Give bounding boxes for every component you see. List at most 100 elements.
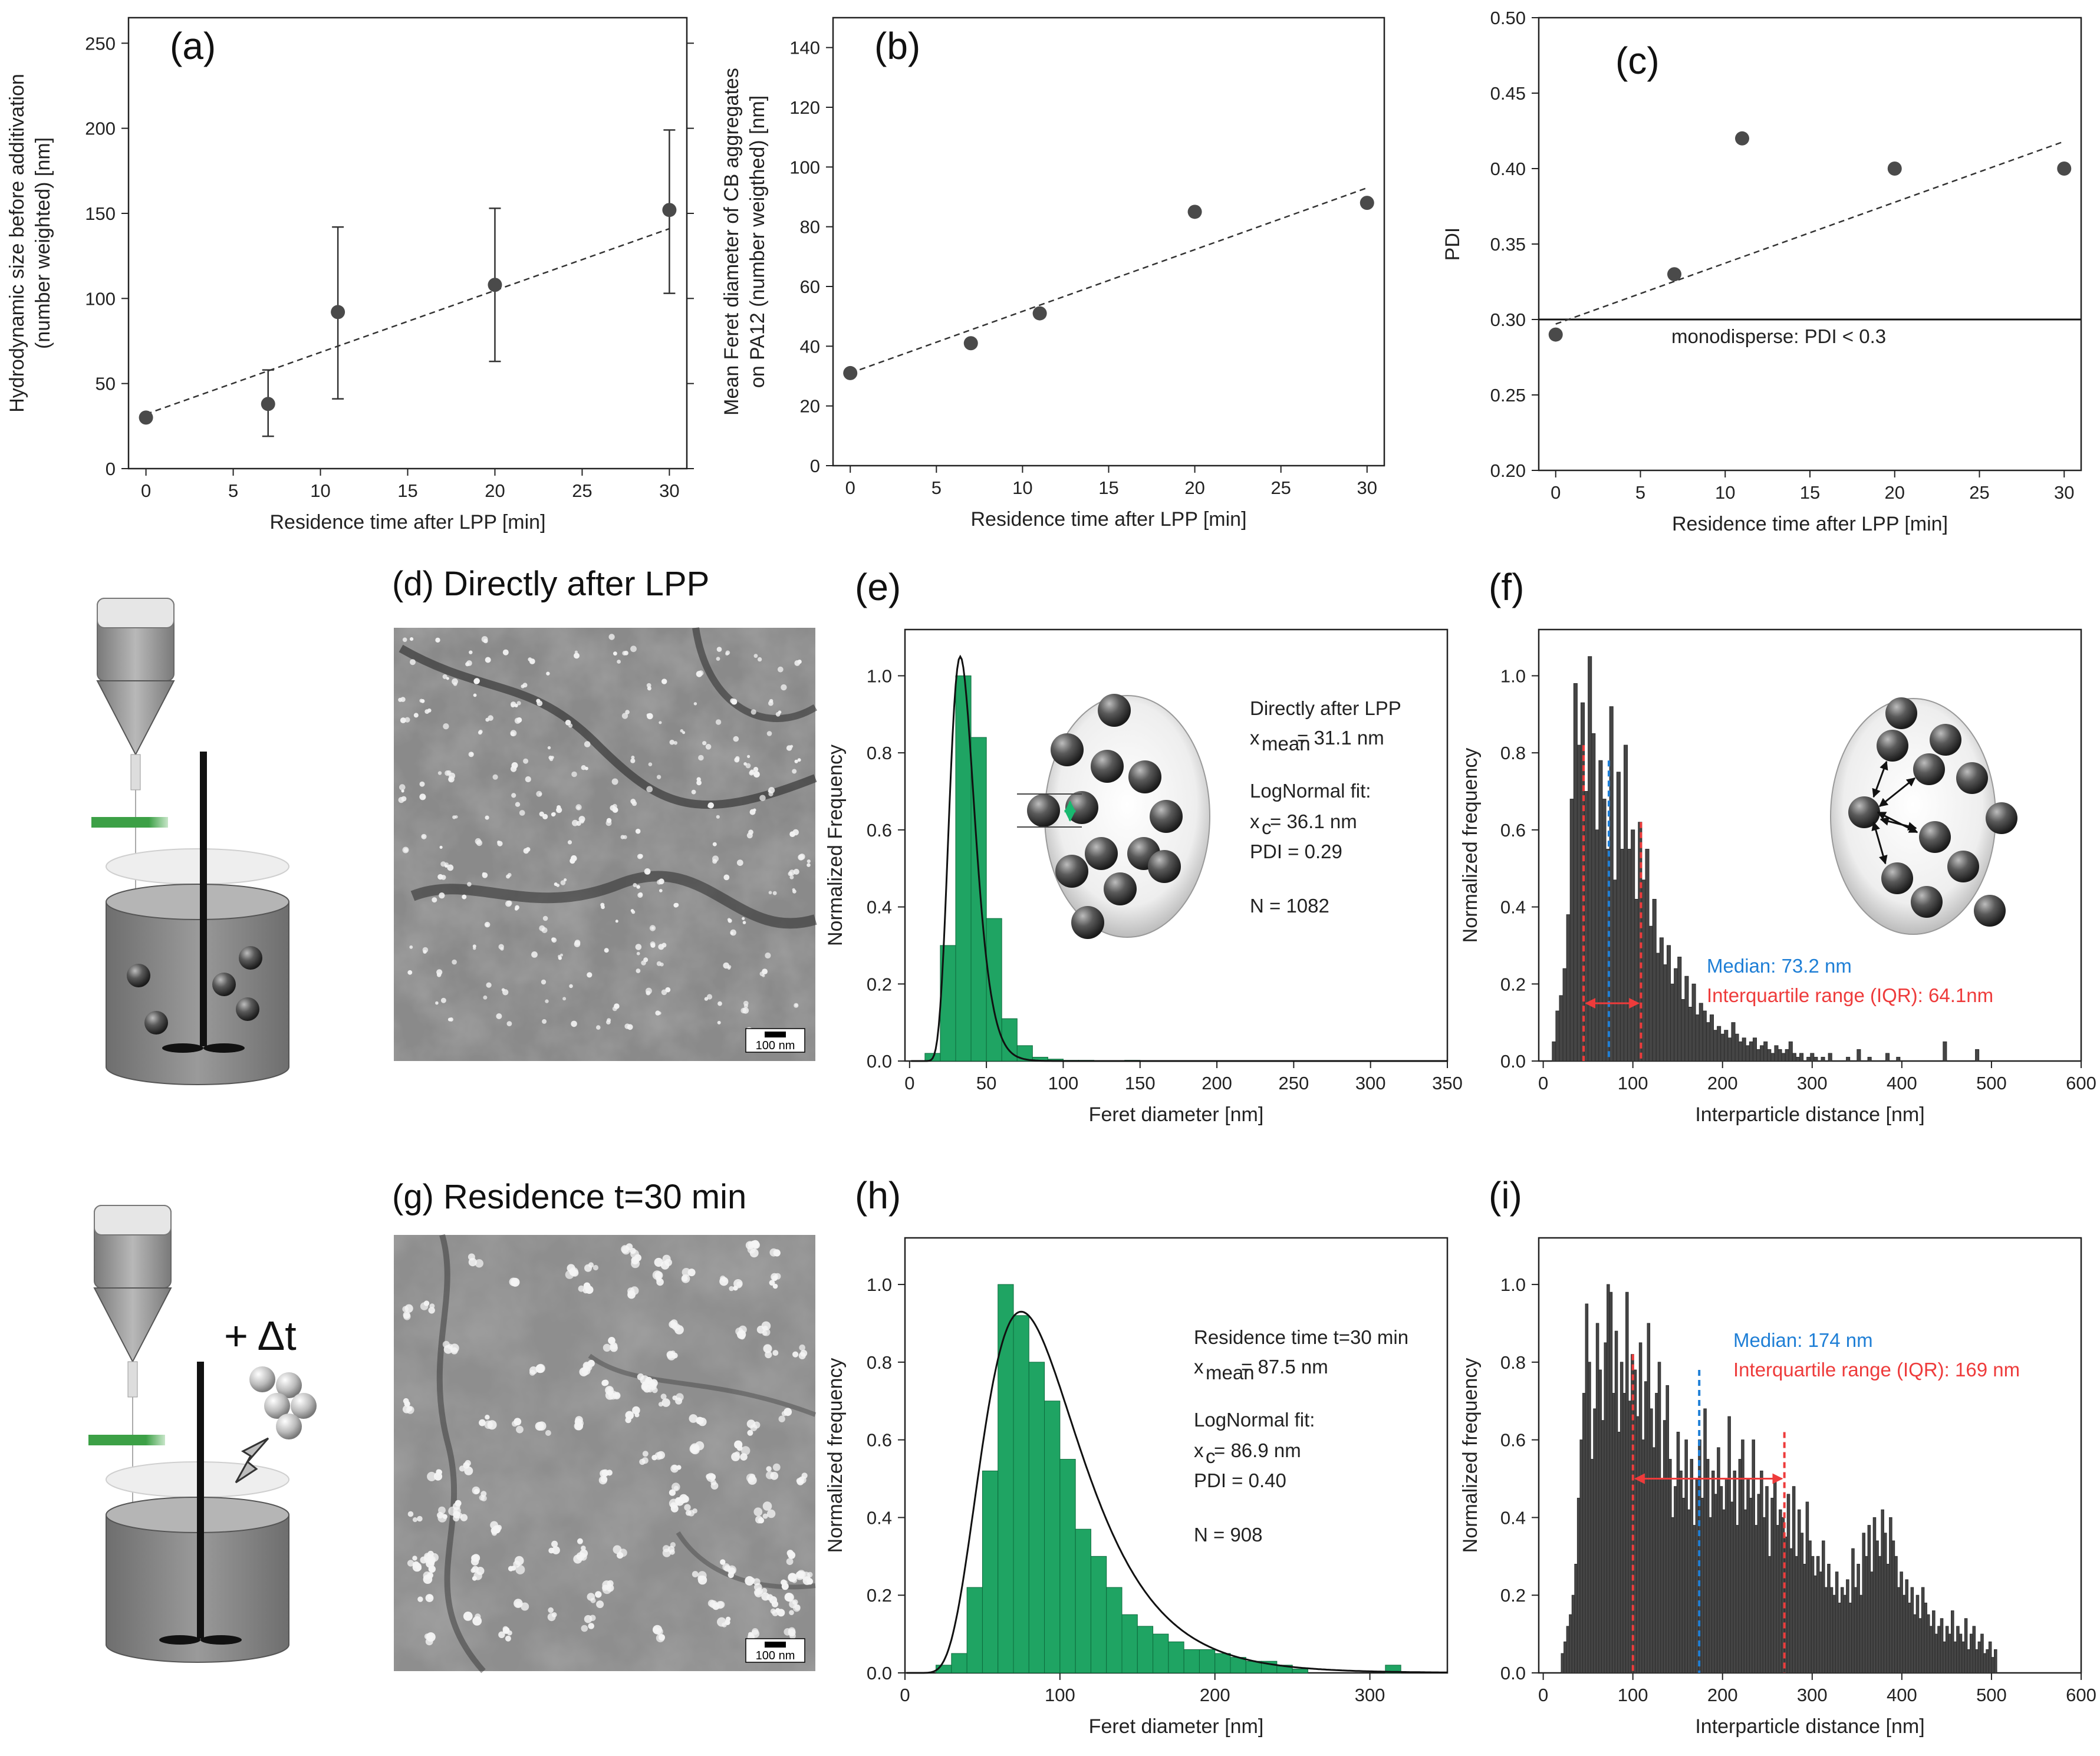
inset-particle xyxy=(1098,694,1131,727)
sem-particle xyxy=(539,811,544,817)
sem-particle xyxy=(681,1274,690,1283)
sem-particle xyxy=(690,1445,700,1455)
x-axis-label: Residence time after LPP [min] xyxy=(269,511,545,533)
sem-particle xyxy=(623,835,627,839)
sem-particle xyxy=(753,1421,761,1429)
sem-particle xyxy=(562,997,567,1001)
sem-particle xyxy=(428,1307,435,1314)
sem-particle xyxy=(655,1010,660,1016)
sem-particle xyxy=(531,951,538,958)
x-axis-label: Interparticle distance [nm] xyxy=(1695,1715,1924,1738)
sem-particle xyxy=(615,920,618,923)
sem-particle xyxy=(635,828,641,834)
y-axis-label-line2: (number weighted) [nm] xyxy=(32,137,54,349)
sem-particle xyxy=(659,721,662,724)
sem-particle xyxy=(492,774,498,780)
legend-xmean-sub: mean xyxy=(1262,733,1311,755)
x-tick-label: 30 xyxy=(659,480,679,501)
sem-particle xyxy=(735,756,740,761)
sem-particle xyxy=(439,892,445,899)
sem-particle xyxy=(674,902,679,907)
x-tick-label: 300 xyxy=(1797,1073,1828,1093)
inset-particle xyxy=(1104,872,1137,905)
sem-particle xyxy=(467,882,472,887)
x-tick-label: 25 xyxy=(1270,477,1291,498)
y-tick-label: 0 xyxy=(106,459,116,479)
histogram-bar xyxy=(1779,1509,1782,1673)
sem-particle xyxy=(560,880,566,885)
sem-particle xyxy=(511,703,515,708)
sem-particle xyxy=(470,1557,479,1566)
sem-particle xyxy=(427,708,432,713)
sem-particle xyxy=(486,982,492,988)
sem-particle xyxy=(402,1306,409,1313)
sem-particle xyxy=(506,900,512,906)
histogram-bar xyxy=(1900,1571,1903,1673)
sem-particle xyxy=(638,854,643,859)
sem-particle xyxy=(452,959,457,965)
data-point xyxy=(662,203,677,218)
histogram-bar xyxy=(1760,1045,1765,1062)
sem-particle xyxy=(751,709,756,715)
y-tick-label: 0.8 xyxy=(1500,1352,1526,1373)
sem-particle xyxy=(756,1587,763,1595)
y-tick-label: 0.6 xyxy=(1500,820,1526,841)
sem-particle xyxy=(715,719,722,725)
histogram-bar xyxy=(1967,1649,1970,1673)
sem-particle xyxy=(749,1248,759,1258)
sem-particle xyxy=(548,755,553,760)
histogram-bar xyxy=(1627,849,1632,1062)
sem-particle xyxy=(693,702,697,706)
histogram-bar xyxy=(1891,1540,1895,1673)
inset-particle xyxy=(1848,796,1880,828)
sem-particle xyxy=(423,1300,430,1306)
histogram-bar xyxy=(1867,1525,1871,1673)
histogram-bar xyxy=(1993,1649,1997,1673)
sem-particle xyxy=(476,839,483,846)
sem-particle xyxy=(667,1352,676,1360)
sem-particle xyxy=(560,953,563,957)
x-tick-label: 100 xyxy=(1048,1073,1079,1093)
sem-particle xyxy=(631,1259,640,1269)
sem-particle xyxy=(436,973,442,977)
histogram-bar xyxy=(1593,1408,1597,1673)
sem-particle xyxy=(792,888,795,891)
sem-particle xyxy=(707,802,715,809)
histogram-bar xyxy=(1641,879,1646,1062)
sem-particle xyxy=(551,1612,557,1617)
panel-g-title: (g) Residence t=30 min xyxy=(392,1178,746,1216)
histogram-bar xyxy=(1668,1459,1672,1673)
sem-particle xyxy=(669,1489,676,1496)
sem-particle xyxy=(464,1466,473,1475)
inset-distance-arrow xyxy=(1871,821,1888,865)
sem-particle xyxy=(627,1290,634,1297)
histogram-bar xyxy=(1001,1018,1018,1062)
sem-particle xyxy=(567,840,572,845)
histogram-bar xyxy=(1832,1594,1836,1673)
sem-particle xyxy=(535,1422,544,1431)
data-point xyxy=(139,410,153,425)
sem-particle xyxy=(673,741,678,745)
histogram-bar xyxy=(1695,1014,1700,1062)
sem-particle xyxy=(656,775,661,779)
x-tick-label: 30 xyxy=(2054,482,2074,503)
histogram-bar xyxy=(1645,849,1650,1062)
sem-particle xyxy=(525,776,531,783)
legend-xmean-symbol: x xyxy=(1194,1356,1204,1378)
histogram-bar xyxy=(1657,1362,1661,1673)
histogram-bar xyxy=(1659,937,1664,1062)
y-tick-label: 140 xyxy=(789,38,820,58)
sem-particle xyxy=(570,858,575,864)
x-tick-label: 20 xyxy=(485,480,505,501)
histogram-bar xyxy=(1822,1540,1825,1673)
y-tick-label: 50 xyxy=(96,374,116,394)
data-point xyxy=(1032,306,1047,321)
histogram-bar xyxy=(1566,914,1571,1062)
histogram-bar xyxy=(1601,1420,1605,1673)
x-tick-label: 150 xyxy=(1125,1073,1156,1093)
histogram-bar xyxy=(998,1284,1014,1673)
histogram-bar xyxy=(1765,1486,1769,1673)
sem-particle xyxy=(574,940,581,945)
sem-particle xyxy=(455,1500,462,1507)
sem-particle xyxy=(627,1024,633,1030)
